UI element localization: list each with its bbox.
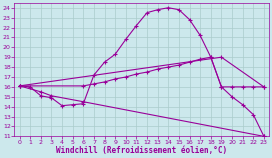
X-axis label: Windchill (Refroidissement éolien,°C): Windchill (Refroidissement éolien,°C) [56, 146, 227, 155]
